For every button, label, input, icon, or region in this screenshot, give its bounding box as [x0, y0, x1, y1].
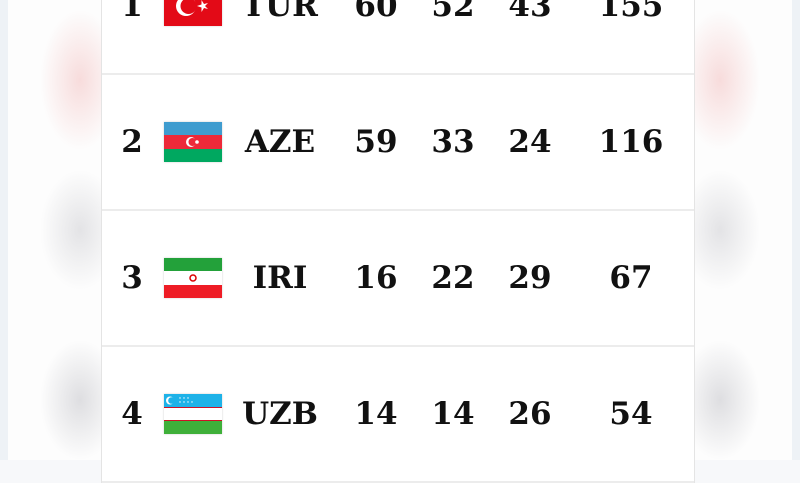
right-edge — [792, 0, 800, 460]
silver-count: 52 — [431, 0, 475, 24]
left-edge — [0, 0, 8, 460]
country-code: UZB — [242, 396, 318, 432]
rank: 3 — [121, 260, 143, 296]
country-code: TUR — [242, 0, 318, 24]
turkey-flag-icon — [164, 0, 222, 26]
total-count: 54 — [609, 396, 653, 432]
bronze-count: 24 — [508, 124, 552, 160]
table-row: 3 IRI 16 22 29 67 — [102, 211, 694, 347]
total-count: 67 — [609, 260, 653, 296]
silver-count: 22 — [431, 260, 475, 296]
uzbekistan-flag-icon — [164, 394, 222, 434]
silver-count: 14 — [431, 396, 475, 432]
rank: 1 — [121, 0, 143, 24]
total-count: 155 — [598, 0, 664, 24]
gold-count: 16 — [354, 260, 398, 296]
rank: 2 — [121, 124, 143, 160]
table-row: 2 AZE 59 33 24 116 — [102, 75, 694, 211]
total-count: 116 — [598, 124, 664, 160]
silver-count: 33 — [431, 124, 475, 160]
iran-flag-icon — [164, 258, 222, 298]
gold-count: 14 — [354, 396, 398, 432]
gold-count: 60 — [354, 0, 398, 24]
rank: 4 — [121, 396, 143, 432]
country-code: IRI — [252, 260, 308, 296]
country-code: AZE — [244, 124, 316, 160]
medal-table: 1 TUR 60 52 43 155 2 AZE 59 33 24 116 3 … — [101, 0, 695, 483]
bronze-count: 26 — [508, 396, 552, 432]
table-row: 4 UZB 14 14 26 54 — [102, 347, 694, 483]
table-row: 1 TUR 60 52 43 155 — [102, 0, 694, 75]
bronze-count: 29 — [508, 260, 552, 296]
azerbaijan-flag-icon — [164, 122, 222, 162]
bronze-count: 43 — [508, 0, 552, 24]
gold-count: 59 — [354, 124, 398, 160]
